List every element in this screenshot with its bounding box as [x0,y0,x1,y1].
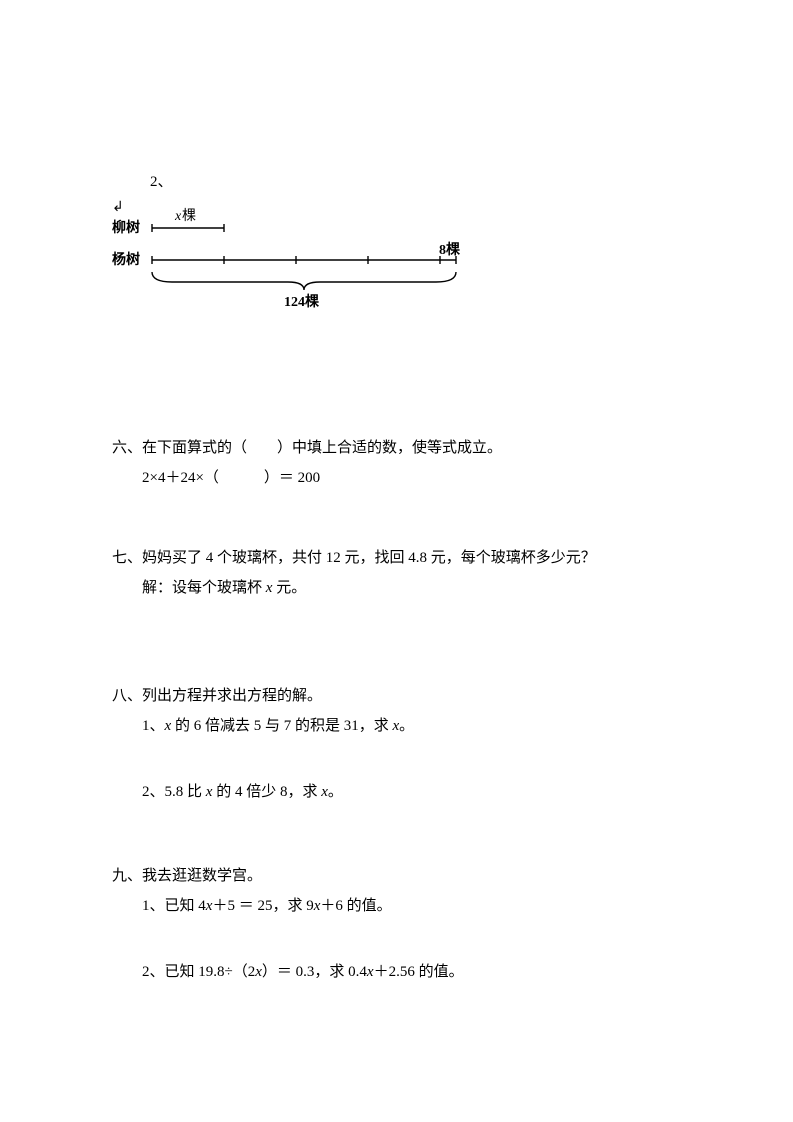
q9-2-x1: x [255,964,262,980]
x-trees-unit: 棵 [182,208,196,224]
q7-head: 七、妈妈买了 4 个玻璃杯，共付 12 元，找回 4.8 元，每个玻璃杯多少元？ [112,546,681,570]
q8-sub1: 1、x 的 6 倍减去 5 与 7 的积是 31，求 x。 [142,714,681,738]
q7-suffix: 元。 [272,580,306,596]
question-9: 九、我去逛逛数学宫。 1、已知 4x＋5 ＝ 25，求 9x＋6 的值。 2、已… [112,864,681,984]
q8-2-x2: x [321,784,328,800]
q9-2-x2: x [367,964,374,980]
q8-head: 八、列出方程并求出方程的解。 [112,684,681,708]
question-7: 七、妈妈买了 4 个玻璃杯，共付 12 元，找回 4.8 元，每个玻璃杯多少元？… [112,546,681,600]
q9-sub1: 1、已知 4x＋5 ＝ 25，求 9x＋6 的值。 [142,894,681,918]
q8-1-end: 。 [399,718,414,734]
q6-head: 六、在下面算式的（ ）中填上合适的数，使等式成立。 [112,436,681,460]
q7-prefix: 解：设每个玻璃杯 [142,580,266,596]
q8-sub2: 2、5.8 比 x 的 4 倍少 8，求 x。 [142,780,681,804]
q8-1-mid: 的 6 倍减去 5 与 7 的积是 31，求 [171,718,392,734]
q6-expression: 2×4＋24×（ ）＝ 200 [142,466,681,490]
q9-2-c: ＋2.56 的值。 [374,964,464,980]
brace-icon [152,272,456,290]
q8-1-prefix: 1、 [142,718,165,734]
tree-diagram: 柳树 x 棵 杨树 8棵 124棵 [112,206,472,316]
question-2: 2、 ↲ 柳树 x 棵 杨树 8棵 124棵 [112,170,681,316]
poplar-label: 杨树 [112,251,140,268]
q8-2-mid: 的 4 倍少 8，求 [212,784,321,800]
q8-2-prefix: 2、5.8 比 [142,784,206,800]
q7-setup: 解：设每个玻璃杯 x 元。 [142,576,681,600]
x-trees-x: x [174,209,182,224]
q9-1-b: ＋5 ＝ 25，求 9 [212,898,313,914]
q9-2-a: 2、已知 19.8÷（2 [142,964,255,980]
q9-sub2: 2、已知 19.8÷（2x）＝ 0.3，求 0.4x＋2.56 的值。 [142,960,681,984]
eight-trees-label: 8棵 [439,241,460,258]
q9-1-a: 1、已知 4 [142,898,206,914]
q9-1-c: ＋6 的值。 [320,898,391,914]
q2-number: 2、 [150,170,681,191]
q9-2-b: ）＝ 0.3，求 0.4 [262,964,367,980]
question-8: 八、列出方程并求出方程的解。 1、x 的 6 倍减去 5 与 7 的积是 31，… [112,684,681,804]
q9-head: 九、我去逛逛数学宫。 [112,864,681,888]
question-6: 六、在下面算式的（ ）中填上合适的数，使等式成立。 2×4＋24×（ ）＝ 20… [112,436,681,490]
willow-label: 柳树 [112,219,140,236]
total-trees-label: 124棵 [284,293,319,310]
q8-2-end: 。 [328,784,343,800]
